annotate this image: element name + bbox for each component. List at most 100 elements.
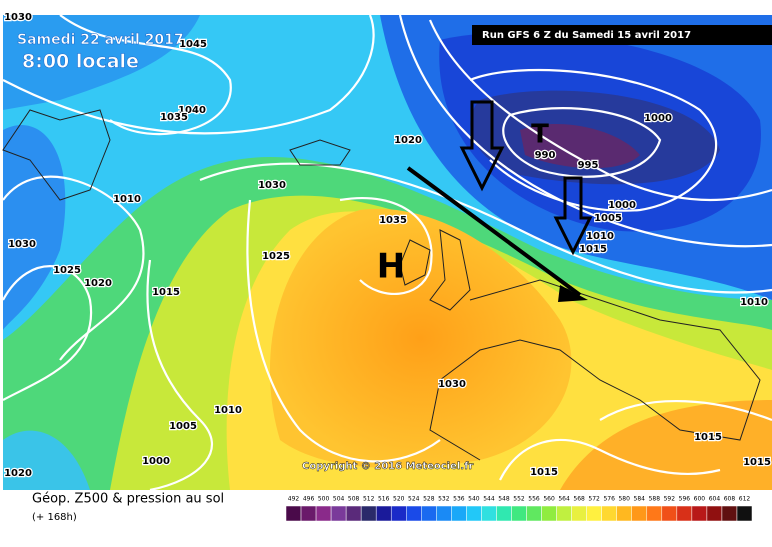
scale-label: 612 — [739, 496, 751, 503]
scale-swatch — [646, 505, 663, 522]
scale-swatch — [315, 505, 332, 522]
isobar-label: 1040 — [178, 105, 206, 116]
isobar-label: 1020 — [4, 468, 32, 479]
scale-swatch — [390, 505, 407, 522]
scale-swatch — [300, 505, 317, 522]
isobar-label: 1010 — [113, 194, 141, 205]
isobar-label: 1020 — [84, 278, 112, 289]
scale-label: 504 — [333, 496, 345, 503]
scale-label: 600 — [694, 496, 706, 503]
scale-swatch — [436, 505, 452, 522]
isobar-label: 1010 — [586, 231, 614, 242]
product-title: Géop. Z500 & pression au sol — [32, 492, 224, 507]
isobar-label: 990 — [535, 150, 556, 161]
scale-label: 604 — [709, 496, 721, 503]
scale-swatch — [616, 505, 632, 522]
scale-swatch — [330, 505, 347, 522]
scale-swatch — [721, 505, 738, 522]
scale-swatch — [481, 505, 497, 522]
isobars — [2, 14, 772, 492]
scale-label: 568 — [573, 496, 585, 503]
scale-swatch — [556, 505, 572, 522]
isobar-label: 1000 — [608, 200, 636, 211]
isobar-label: 995 — [578, 160, 599, 171]
scale-swatch — [285, 505, 302, 522]
scale-label: 596 — [679, 496, 691, 503]
scale-swatch — [406, 505, 422, 522]
scale-label: 540 — [468, 496, 480, 503]
scale-swatch — [511, 505, 527, 522]
isobar-label: 1015 — [152, 287, 180, 298]
isobar-label: 1010 — [740, 297, 768, 308]
scale-label: 492 — [288, 496, 300, 503]
isobar-label: 1030 — [258, 180, 286, 191]
annotation-arrows — [406, 100, 593, 302]
scale-swatch — [345, 505, 362, 522]
scale-label: 512 — [363, 496, 375, 503]
scale-label: 536 — [453, 496, 465, 503]
isobar-label: 1035 — [160, 112, 188, 123]
scale-label: 584 — [634, 496, 646, 503]
isobar-label: 1015 — [579, 244, 607, 255]
scale-swatch — [601, 505, 617, 522]
scale-label: 572 — [588, 496, 600, 503]
scale-label: 524 — [408, 496, 420, 503]
scale-swatch — [571, 505, 587, 522]
scale-swatch — [526, 505, 542, 522]
isobar-label: 1000 — [142, 456, 170, 467]
scale-label: 580 — [618, 496, 630, 503]
scale-label: 548 — [498, 496, 510, 503]
scale-label: 544 — [483, 496, 495, 503]
isobar-label: 1030 — [8, 239, 36, 250]
scale-label: 556 — [528, 496, 540, 503]
run-info: Run GFS 6 Z du Samedi 15 avril 2017 — [482, 30, 691, 41]
scale-label: 520 — [393, 496, 405, 503]
scale-swatch — [466, 505, 482, 522]
scale-label: 500 — [318, 496, 330, 503]
isobar-label: 1005 — [169, 421, 197, 432]
copyright: Copyright © 2016 Meteociel.fr — [302, 461, 473, 472]
scale-label: 508 — [348, 496, 360, 503]
scale-swatch — [541, 505, 557, 522]
scale-swatch — [736, 505, 753, 522]
scale-label: 592 — [664, 496, 676, 503]
isobar-label: 1035 — [379, 215, 407, 226]
isobar-label: 1015 — [694, 432, 722, 443]
scale-label: 560 — [543, 496, 555, 503]
isobar-label: 1005 — [594, 213, 622, 224]
scale-swatch — [691, 505, 708, 522]
isobar-label: 1030 — [4, 12, 32, 23]
isobar-label: 1015 — [530, 467, 558, 478]
scale-label: 588 — [649, 496, 661, 503]
isobar-label: 1030 — [438, 379, 466, 390]
scale-swatch — [451, 505, 467, 522]
high-pressure-marker: H — [377, 247, 405, 287]
coastlines — [2, 109, 761, 461]
scale-swatch — [661, 505, 678, 522]
scale-label: 552 — [513, 496, 525, 503]
scale-swatch — [676, 505, 693, 522]
isobar-label: 1010 — [214, 405, 242, 416]
isobar-label: 1000 — [644, 113, 672, 124]
scale-label: 528 — [423, 496, 435, 503]
valid-date: Samedi 22 avril 2017 — [17, 32, 184, 48]
scale-label: 564 — [558, 496, 570, 503]
scale-swatch — [496, 505, 512, 522]
scale-swatch — [586, 505, 602, 522]
scale-swatch — [360, 505, 377, 522]
isobar-label: 1015 — [743, 457, 771, 468]
isobar-label: 1045 — [179, 39, 207, 50]
scale-label: 576 — [603, 496, 615, 503]
color-scale: 492 496 500 504 508 512 516 520 524 528 532 536 540 5… — [285, 496, 753, 522]
isobar-labels: 1030 1045 1040 1035 1020 1000 990 995 10… — [3, 11, 772, 481]
low-pressure-marker: T — [531, 120, 549, 150]
forecast-range: (+ 168h) — [32, 512, 77, 523]
scale-swatch — [631, 505, 648, 522]
scale-label: 496 — [303, 496, 315, 503]
scale-swatch — [421, 505, 437, 522]
scale-label: 516 — [378, 496, 390, 503]
scale-label: 532 — [438, 496, 450, 503]
isobar-label: 1020 — [394, 135, 422, 146]
